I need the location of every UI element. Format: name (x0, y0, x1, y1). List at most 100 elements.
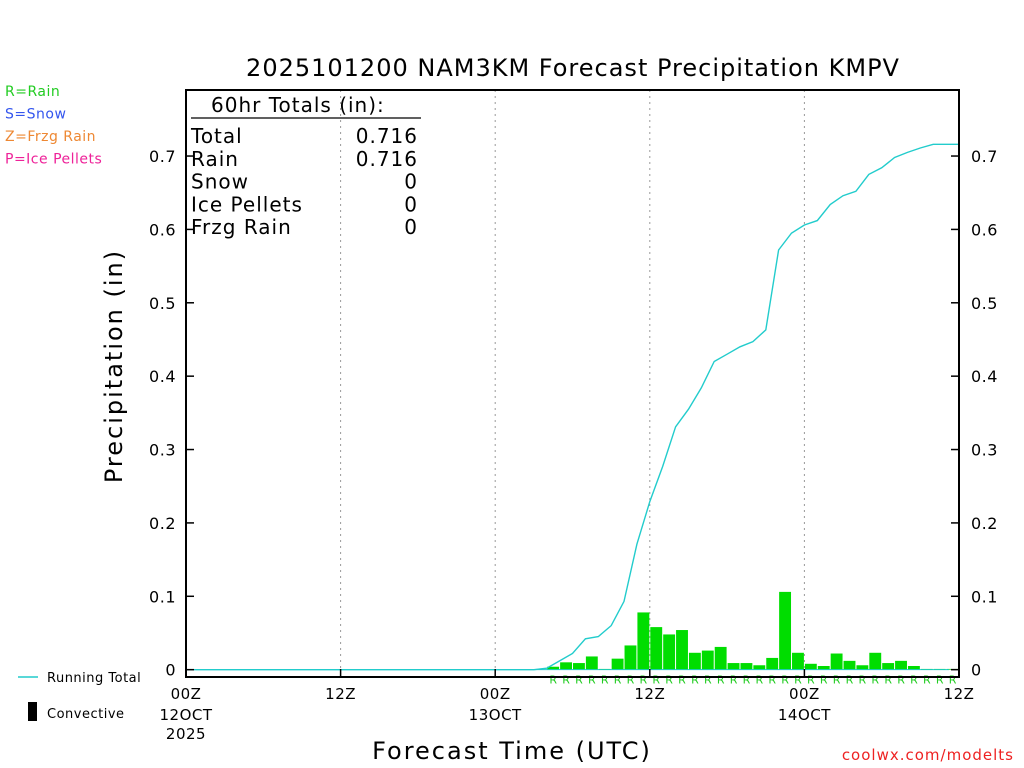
ptype-letter: R (743, 674, 751, 687)
rain-bar (688, 652, 701, 670)
ptype-letter: R (627, 674, 635, 687)
vertical-gridlines (340, 90, 805, 677)
rain-bar (753, 665, 766, 670)
ptype-letter: R (549, 674, 557, 687)
y-tick-label-left: 0.5 (149, 294, 176, 313)
x-tick-date: 13OCT (469, 706, 522, 724)
totals-value: 0 (404, 170, 418, 194)
ptype-letter: R (923, 674, 931, 687)
ptype-letter: R (910, 674, 918, 687)
rain-bar (869, 652, 882, 670)
rain-bar (856, 665, 869, 670)
y-tick-label-right: 0.4 (971, 367, 998, 386)
totals-header: 60hr Totals (in): (211, 93, 385, 117)
legend-item: S=Snow (5, 107, 66, 123)
totals-label: Snow (191, 170, 249, 194)
ptype-letter: R (652, 674, 660, 687)
rain-bar (779, 591, 792, 670)
rain-bars (547, 591, 959, 670)
rain-bar (804, 663, 817, 670)
x-tick-date: 12OCT (159, 706, 212, 724)
y-tick-label-left: 0.2 (149, 514, 176, 533)
ptype-letter: R (665, 674, 673, 687)
chart-title: 2025101200 NAM3KM Forecast Precipitation… (246, 54, 900, 82)
rain-bar (817, 665, 830, 670)
ptype-letter: R (755, 674, 763, 687)
ptype-letter: R (614, 674, 622, 687)
x-tick-label: 12Z (944, 685, 975, 703)
rain-bar (624, 645, 637, 670)
totals-value: 0.716 (356, 147, 418, 171)
y-tick-label-right: 0 (971, 661, 982, 680)
rain-bar (727, 663, 740, 670)
ptype-letter: R (859, 674, 867, 687)
rain-bar (637, 612, 650, 670)
legend-item: Z=Frzg Rain (5, 129, 96, 145)
y-tick-label-right: 0.1 (971, 587, 998, 606)
rain-bar (585, 656, 598, 670)
y-tick-label-left: 0.1 (149, 587, 176, 606)
x-tick-label: 00Z (789, 685, 820, 703)
rain-bar (573, 663, 585, 670)
plot-frame (185, 89, 960, 678)
y-tick-label-right: 0.2 (971, 514, 998, 533)
x-tick-year: 2025 (166, 725, 206, 743)
x-tick-label: 12Z (634, 685, 665, 703)
ptype-letter: R (588, 674, 596, 687)
ptype-letter: R (562, 674, 570, 687)
y-axis-ticks: 0 00.1 0.10.2 0.20.3 0.30.4 0.40.5 0.50.6 0.60.… (149, 147, 998, 680)
ptype-letter: R (897, 674, 905, 687)
ptype-letter: R (781, 674, 789, 687)
ptype-letter: R (575, 674, 583, 687)
rain-bar (843, 660, 856, 670)
y-tick-label-left: 0 (165, 661, 176, 680)
rain-bar (907, 665, 920, 670)
y-tick-label-right: 0.3 (971, 441, 998, 460)
y-tick-label-right: 0.7 (971, 147, 998, 166)
ptype-letter: R (768, 674, 776, 687)
x-axis-label: Forecast Time (UTC) (372, 737, 652, 765)
legend-item: P=Ice Pellets (5, 152, 102, 168)
rain-bar (792, 652, 804, 670)
rain-bar (740, 663, 753, 670)
ptype-letter: R (640, 674, 648, 687)
ptype-letter: R (871, 674, 879, 687)
rain-bar (714, 646, 727, 670)
totals-value: 0 (404, 215, 418, 239)
totals-label: Frzg Rain (191, 215, 292, 239)
totals-label: Ice Pellets (191, 192, 303, 216)
y-axis-label: Precipitation (in) (100, 249, 128, 483)
rain-bar (766, 657, 779, 670)
convective-legend-label: Convective (47, 707, 125, 722)
y-tick-label-right: 0.6 (971, 220, 998, 239)
ptype-letter: R (704, 674, 712, 687)
rain-bar (676, 630, 688, 670)
totals-label: Rain (191, 147, 239, 171)
ptype-letter: R (601, 674, 609, 687)
ptype-letter: R (691, 674, 699, 687)
running-total-line (186, 143, 959, 671)
x-tick-label: 00Z (171, 685, 202, 703)
running-total-legend-label: Running Total (47, 671, 141, 686)
ptype-letter: R (807, 674, 815, 687)
y-tick-label-left: 0.6 (149, 220, 176, 239)
ptype-letter: R (846, 674, 854, 687)
y-tick-label-right: 0.5 (971, 294, 998, 313)
x-tick-label: 12Z (325, 685, 356, 703)
rain-bar (701, 650, 714, 670)
rain-bar (547, 666, 560, 670)
rain-bar (560, 662, 572, 670)
totals-label: Total (190, 124, 243, 148)
ptype-legend: R=Rain S=Snow Z=Frzg Rain P=Ice Pellets (5, 84, 102, 168)
ptype-letter: R (678, 674, 686, 687)
ptype-letter: R (794, 674, 802, 687)
totals-value: 0 (404, 192, 418, 216)
totals-value: 0.716 (356, 124, 418, 148)
ptype-letter: R (936, 674, 944, 687)
ptype-letter: R (730, 674, 738, 687)
credit-text: coolwx.com/modelts (842, 746, 1014, 764)
rain-bar (895, 660, 907, 670)
